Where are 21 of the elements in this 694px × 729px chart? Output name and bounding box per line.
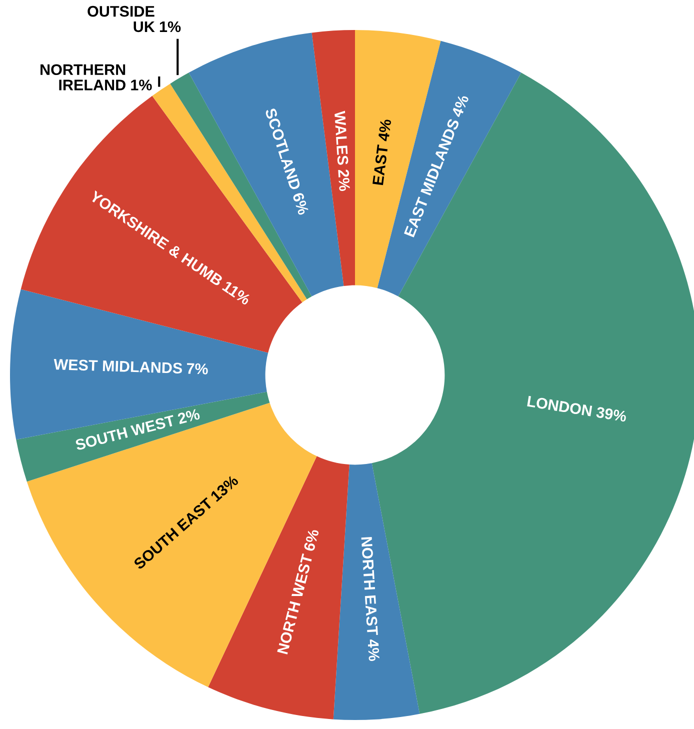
data-label: 11% (222, 280, 252, 306)
data-label: 6% (292, 192, 310, 216)
data-label: 6% (303, 528, 320, 552)
data-label: 2% (177, 408, 200, 424)
data-label: 1% (131, 80, 152, 90)
slice-label: EAST (372, 144, 388, 186)
slice-label: SOUTH WEST (74, 414, 176, 450)
data-label: 39% (596, 406, 627, 422)
data-label: 1% (160, 21, 181, 32)
slice-label: NORTH EAST (361, 536, 378, 636)
data-label: 4% (451, 94, 470, 118)
slice-label: WEST MIDLANDS (54, 358, 182, 374)
slice-label: LONDON (527, 396, 592, 416)
slice-label: WALES (334, 110, 348, 166)
slice-label: NORTHERN IRELAND (40, 64, 126, 90)
data-label: 2% (338, 169, 350, 192)
slice-label: OUTSIDE UK (88, 6, 155, 32)
data-label: 4% (378, 118, 392, 142)
slice-label: NORTH WEST (277, 553, 313, 654)
data-label: 4% (368, 639, 380, 662)
data-label: 7% (186, 363, 208, 374)
